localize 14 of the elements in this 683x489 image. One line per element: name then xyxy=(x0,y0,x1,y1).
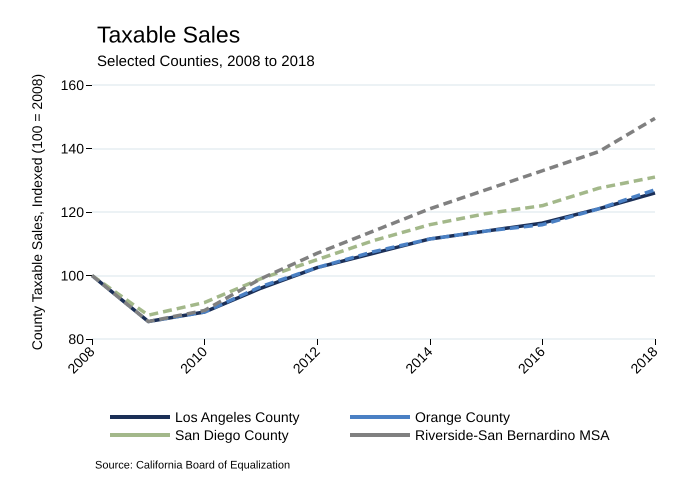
y-tick-label: 80 xyxy=(68,331,84,347)
y-tick-label: 100 xyxy=(60,268,84,284)
chart-subtitle: Selected Counties, 2008 to 2018 xyxy=(97,53,315,70)
line-series xyxy=(90,116,657,324)
legend-label: Riverside-San Bernardino MSA xyxy=(415,427,610,443)
legend-label: Los Angeles County xyxy=(175,409,300,425)
legend-label: Orange County xyxy=(415,409,510,425)
y-tick-label: 160 xyxy=(60,77,84,93)
y-axis-title: County Taxable Sales, Indexed (100 = 2008) xyxy=(29,74,45,350)
chart-title: Taxable Sales xyxy=(97,22,240,48)
y-tick-label: 140 xyxy=(60,140,84,156)
legend-label: San Diego County xyxy=(175,427,289,443)
source-note: Source: California Board of Equalization xyxy=(95,460,290,472)
y-tick-label: 120 xyxy=(60,204,84,220)
